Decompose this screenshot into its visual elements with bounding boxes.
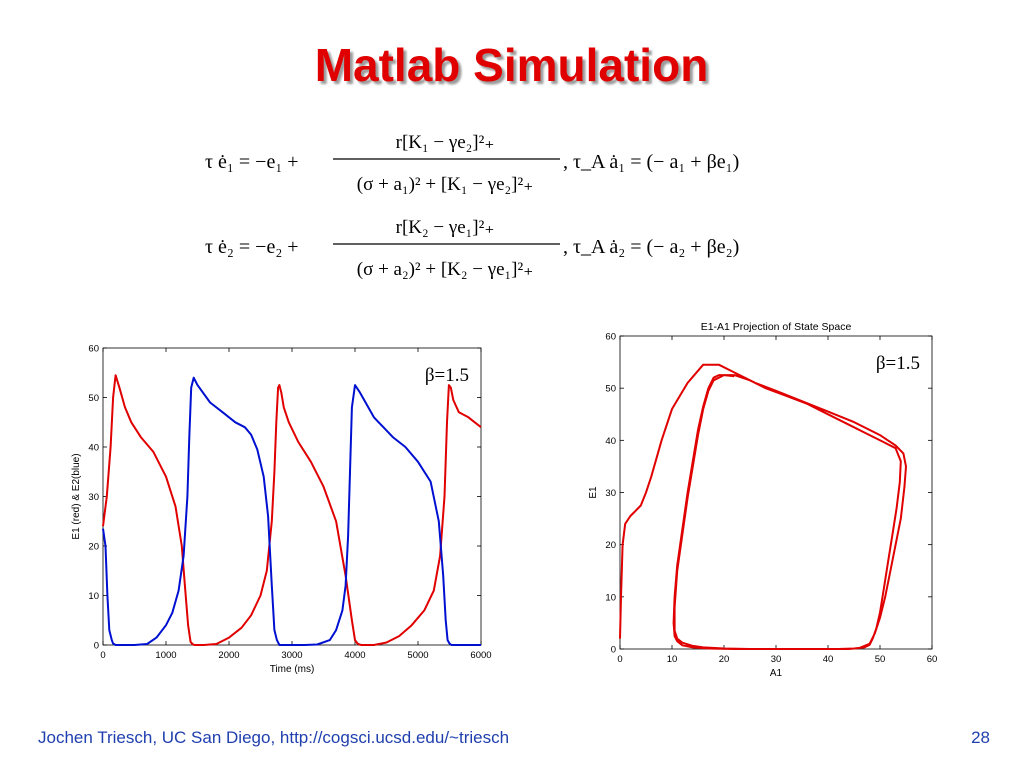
- page-number: 28: [971, 728, 990, 747]
- chart-title: E1-A1 Projection of State Space: [701, 321, 852, 333]
- eq1-denominator: (σ + a₁)² + [K₁ − γe₂]²₊: [357, 174, 533, 195]
- series-line-1: [102, 376, 481, 646]
- y-tick-label: 0: [611, 645, 616, 656]
- equation-2: τ ė₂ = −e₂ + r[K₂ − γe₁]²₊ (σ + a₂)² + […: [205, 217, 739, 280]
- x-tick-label: 20: [719, 654, 730, 665]
- x-tick-label: 40: [823, 654, 834, 665]
- y-tick-label: 40: [88, 443, 99, 454]
- eq2-adaptation: , τ_A ȧ₂ = (− a₂ + βe₂): [563, 236, 739, 258]
- x-tick-label: 30: [771, 654, 782, 665]
- eq1-adaptation: , τ_A ȧ₁ = (− a₁ + βe₁): [563, 151, 739, 173]
- eq1-numerator: r[K₁ − γe₂]²₊: [396, 132, 495, 153]
- x-axis-label: Time (ms): [270, 664, 315, 675]
- x-tick-label: 3000: [281, 650, 302, 661]
- x-tick-label: 50: [875, 654, 886, 665]
- beta-annotation: β=1.5: [425, 365, 469, 386]
- y-tick-label: 20: [605, 540, 616, 551]
- footer-credit: Jochen Triesch, UC San Diego, http://cog…: [38, 728, 510, 747]
- equations: τ ė₁ = −e₁ + r[K₁ − γe₂]²₊ (σ + a₁)² + […: [205, 132, 739, 280]
- series-line-0: [102, 374, 482, 646]
- eq2-lhs: τ ė₂ = −e₂ +: [205, 236, 299, 258]
- time-series-chart: 0 1000 2000 3000 4000 5000 6000 0 10 20 30 40 50 60 Ti…: [71, 344, 492, 676]
- x-axis-label: A1: [770, 668, 783, 679]
- x-tick-label: 10: [667, 654, 678, 665]
- beta-annotation: β=1.5: [876, 353, 920, 374]
- y-tick-label: 10: [605, 592, 616, 603]
- eq1-lhs: τ ė₁ = −e₁ +: [205, 151, 299, 173]
- plot-frame: [619, 335, 933, 650]
- y-tick-label: 40: [605, 436, 616, 447]
- eq2-denominator: (σ + a₂)² + [K₂ − γe₁]²₊: [357, 259, 533, 280]
- series-line-0: [619, 363, 907, 650]
- x-tick-label: 2000: [218, 650, 239, 661]
- x-tick-label: 6000: [470, 650, 491, 661]
- y-tick-label: 60: [605, 332, 616, 343]
- y-tick-label: 10: [88, 591, 99, 602]
- y-tick-label: 30: [88, 492, 99, 503]
- y-tick-label: 30: [605, 488, 616, 499]
- plot-frame: [102, 347, 482, 646]
- slide-title: Matlab Simulation: [314, 39, 709, 91]
- equation-1: τ ė₁ = −e₁ + r[K₁ − γe₂]²₊ (σ + a₁)² + […: [205, 132, 739, 195]
- x-tick-label: 60: [927, 654, 938, 665]
- y-tick-label: 0: [94, 641, 99, 652]
- eq2-numerator: r[K₂ − γe₁]²₊: [396, 217, 495, 238]
- x-tick-label: 1000: [155, 650, 176, 661]
- y-axis-label: E1 (red) & E2(blue): [71, 453, 82, 539]
- y-axis-label: E1: [588, 486, 599, 499]
- y-tick-label: 50: [605, 384, 616, 395]
- x-tick-label: 5000: [407, 650, 428, 661]
- x-tick-label: 4000: [344, 650, 365, 661]
- x-tick-label: 0: [617, 654, 622, 665]
- state-space-chart: 0 10 20 30 40 50 60 0 10 20 30 40 50 60 E1-A1 Projecti…: [588, 321, 938, 679]
- y-tick-label: 20: [88, 542, 99, 553]
- x-tick-label: 0: [100, 650, 105, 661]
- y-tick-label: 60: [88, 344, 99, 355]
- y-tick-label: 50: [88, 393, 99, 404]
